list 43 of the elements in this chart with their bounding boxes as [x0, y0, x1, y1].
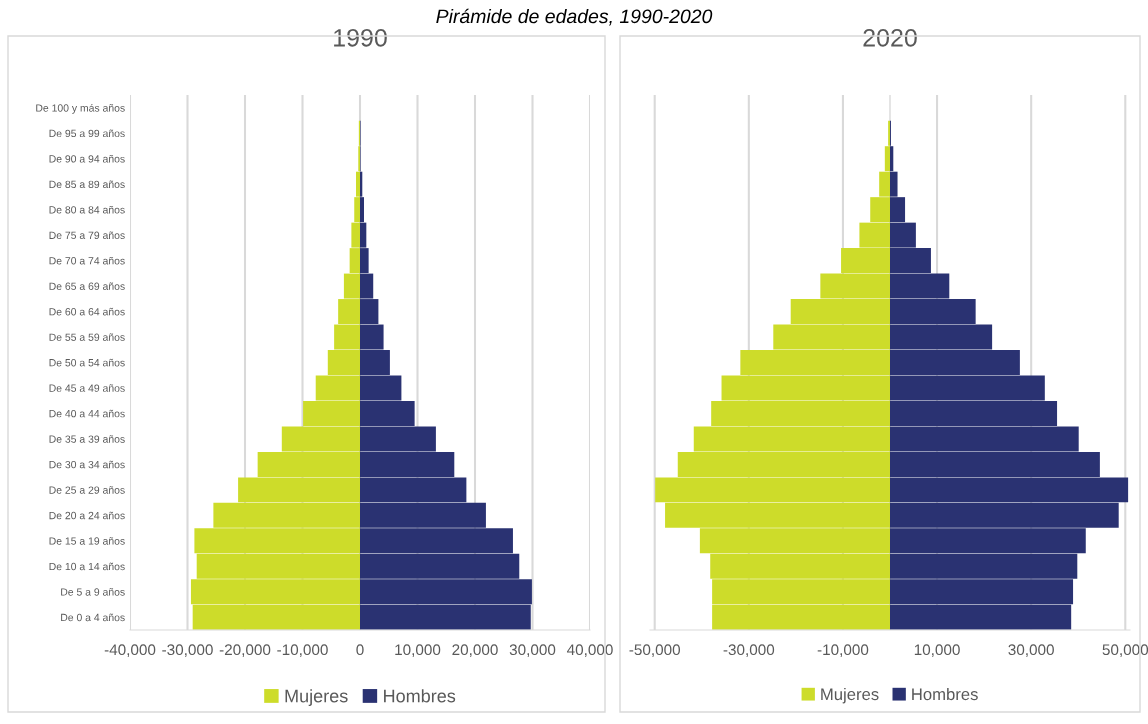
y-tick-label: De 40 a 44 años [49, 409, 125, 418]
y-tick-label: De 0 a 4 años [61, 613, 125, 622]
y-tick-label: De 50 a 54 años [49, 358, 125, 367]
y-tick-label: De 60 a 64 años [49, 307, 125, 316]
y-tick-label: De 90 a 94 años [49, 154, 125, 163]
legend-label: Mujeres [285, 689, 348, 706]
chart-subtitle: 2020 [863, 28, 917, 47]
x-tick-label: 30,000 [509, 644, 556, 657]
legend-label: Hombres [912, 687, 978, 701]
y-tick-label: De 55 a 59 años [49, 333, 125, 341]
y-tick-label: De 75 a 79 años [49, 231, 125, 239]
y-tick-label: De 20 a 24 años [49, 511, 125, 520]
x-tick-label: 40,000 [566, 644, 613, 657]
legend-label: Mujeres [821, 687, 879, 704]
chart-title: Pirámide de edades, 1990-2020 [436, 8, 713, 26]
x-tick-label: -20,000 [219, 644, 271, 657]
x-tick-label: 10,000 [395, 644, 441, 657]
y-tick-label: De 35 a 39 años [49, 435, 125, 443]
y-tick-label: De 10 a 14 años [49, 562, 125, 571]
x-tick-label: -40,000 [104, 644, 156, 657]
x-tick-label: 30,000 [1008, 644, 1054, 657]
y-tick-label: De 95 a 99 años [49, 129, 125, 138]
legend-label: Hombres [384, 689, 456, 703]
y-tick-label: De 45 a 49 años [49, 384, 125, 392]
y-tick-label: De 25 a 29 años [49, 486, 125, 494]
y-tick-label: De 5 a 9 años [61, 588, 125, 596]
y-tick-label: De 65 a 69 años [49, 282, 125, 290]
x-tick-label: 20,000 [452, 644, 498, 657]
x-tick-label: -50,000 [629, 644, 681, 657]
x-tick-label: 50,000 [1102, 644, 1148, 657]
x-tick-label: 0 [356, 644, 364, 656]
x-tick-label: -10,000 [817, 644, 869, 657]
x-tick-label: 10,000 [914, 644, 960, 657]
y-tick-label: De 85 a 89 años [49, 180, 125, 189]
y-tick-label: De 15 a 19 años [49, 537, 125, 545]
x-tick-label: -30,000 [723, 644, 775, 657]
chart-subtitle: 1990 [334, 28, 387, 47]
y-tick-label: De 100 y más años [36, 103, 125, 114]
y-tick-label: De 70 a 74 años [49, 256, 125, 265]
x-tick-label: -30,000 [162, 644, 213, 657]
x-tick-label: -10,000 [277, 644, 328, 657]
y-tick-label: De 30 a 34 años [49, 460, 125, 469]
y-tick-label: De 80 a 84 años [49, 205, 125, 214]
